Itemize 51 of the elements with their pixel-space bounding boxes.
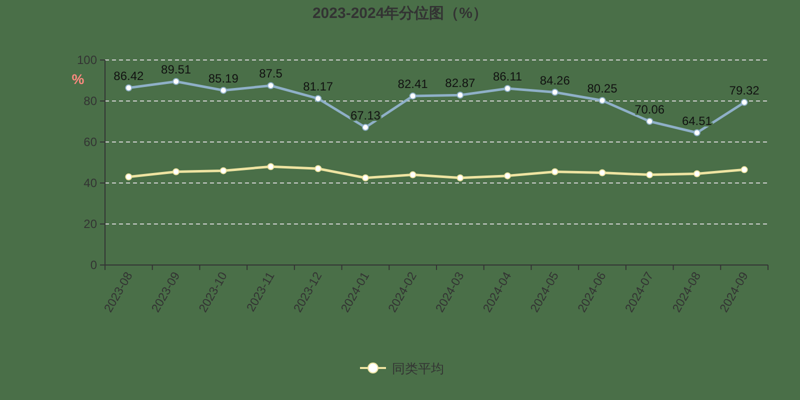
point (646, 118, 654, 125)
point (172, 168, 180, 176)
data-label: 81.17 (303, 80, 334, 94)
point (504, 172, 512, 180)
point (740, 166, 748, 174)
point (314, 95, 322, 102)
data-label: 86.42 (114, 68, 144, 83)
data-label: 82.87 (445, 76, 476, 90)
y-tick-label: 20 (84, 217, 98, 231)
data-label: 85.19 (208, 71, 239, 86)
data-label: 79.32 (729, 83, 760, 98)
y-tick-label: 40 (84, 176, 98, 190)
data-label: 67.13 (350, 108, 381, 122)
point (740, 98, 748, 106)
point (172, 78, 180, 86)
data-label: 80.25 (587, 81, 618, 96)
point (693, 170, 700, 178)
point (456, 174, 464, 182)
y-tick-label: 80 (84, 94, 98, 108)
point (504, 84, 512, 92)
point (456, 92, 464, 99)
data-label: 82.41 (398, 77, 428, 92)
legend-label: 同类平均 (392, 361, 444, 376)
point (551, 88, 558, 96)
chart-title: 2023-2024年分位图（%） (312, 5, 488, 22)
data-label: 87.5 (259, 66, 283, 81)
point (362, 174, 369, 182)
data-label: 70.06 (634, 102, 665, 116)
y-tick-label: 0 (90, 258, 98, 272)
data-label: 84.26 (540, 73, 570, 88)
data-label: 86.11 (492, 69, 522, 84)
point (362, 124, 369, 131)
point (125, 173, 132, 180)
point (220, 86, 227, 94)
y-tick-label: 100 (76, 53, 98, 67)
y-tick-label: 60 (84, 135, 98, 149)
point (314, 165, 322, 172)
point (409, 92, 416, 100)
data-label: 64.51 (682, 114, 712, 128)
point (693, 129, 700, 136)
point (646, 171, 654, 178)
point (125, 84, 132, 92)
point (551, 168, 558, 176)
point (267, 82, 274, 90)
y-axis-title: % (72, 71, 85, 87)
data-label: 89.51 (161, 62, 192, 77)
point (220, 167, 227, 174)
point (267, 163, 274, 170)
point (409, 171, 416, 178)
point (598, 169, 606, 176)
point (598, 96, 606, 104)
